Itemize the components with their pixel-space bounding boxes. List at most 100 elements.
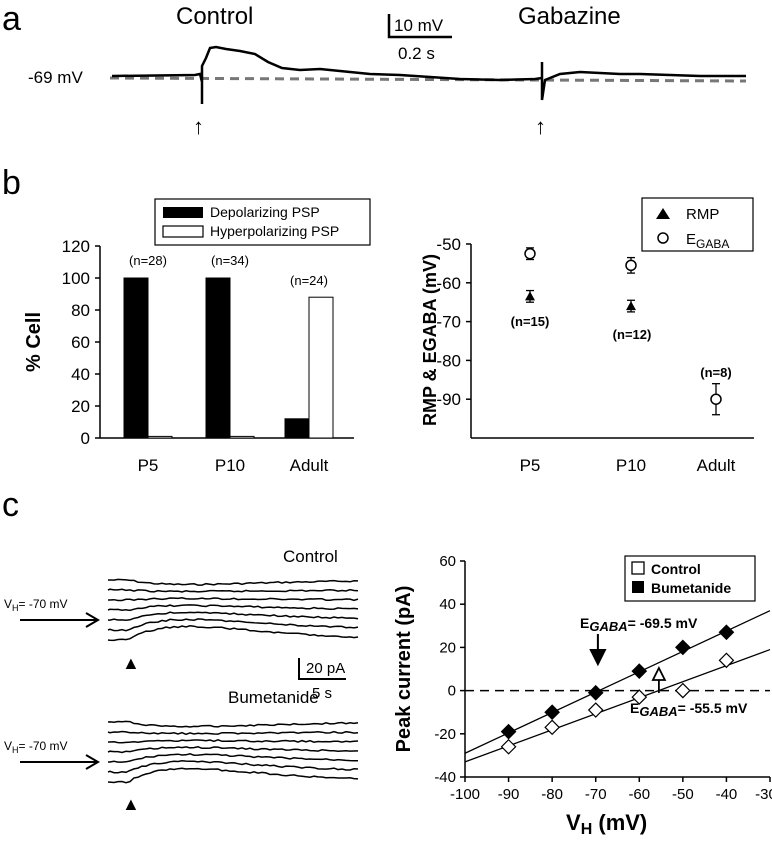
bar-hyperpolarizing xyxy=(229,435,255,439)
bar-y-tick-label: 0 xyxy=(81,429,90,448)
iv-x-tick-label: -50 xyxy=(672,786,694,803)
scalebar-c: 20 pA 5 s xyxy=(298,658,346,702)
bar-y-tick-label: 40 xyxy=(71,365,90,384)
legend-depolarizing-label: Depolarizing PSP xyxy=(210,204,320,220)
bar-hyperpolarizing xyxy=(147,435,173,439)
resting-potential-label: -69 mV xyxy=(28,68,83,87)
xlabel-main: V xyxy=(566,810,581,835)
bar-y-tick-label: 20 xyxy=(71,397,90,416)
bar-n-label: (n=34) xyxy=(211,253,249,268)
bar-depolarizing xyxy=(205,277,231,439)
egaba-control-annotation: EGABA= -55.5 mV xyxy=(630,700,748,719)
legend-frame xyxy=(154,198,371,246)
bar-y-axis-title: % Cell xyxy=(23,312,45,372)
egaba-value: = -69.5 mV xyxy=(628,615,698,631)
bar-hyperpolarizing xyxy=(308,296,334,439)
scalebar-a: 10 mV 0.2 s xyxy=(387,14,452,63)
bar-y-ticks: 0 20 40 60 80 100 120 xyxy=(62,237,100,448)
holding-value: = -70 mV xyxy=(19,597,68,611)
iv-y-tick-label: -20 xyxy=(434,726,456,743)
bumetanide-point xyxy=(718,624,735,641)
legend-control-label: Control xyxy=(651,561,701,577)
control-psp-trace xyxy=(111,45,543,104)
iv-fit-lines xyxy=(464,610,771,763)
bumetanide-point xyxy=(500,723,517,740)
rmp-egaba-chart: RMP EGABA -50 -60 -70 -80 -90 P5 P10 Adult (n=… xyxy=(420,197,754,475)
fit-line-bumetanide xyxy=(464,610,771,754)
bar-depolarizing xyxy=(284,418,310,439)
rmp-y-tick-label: -70 xyxy=(436,313,461,332)
bar-n-label: (n=28) xyxy=(129,253,167,268)
bar-y-tick-label: 120 xyxy=(62,237,90,256)
legend-bumetanide-label: Bumetanide xyxy=(651,580,731,596)
fit-line-control xyxy=(464,648,771,763)
egaba-main: E xyxy=(630,700,639,716)
scalebar-current-label: 20 pA xyxy=(306,660,345,677)
rmp-point xyxy=(525,291,535,301)
bar-x-label: P10 xyxy=(215,456,245,475)
egaba-sub: GABA xyxy=(589,619,627,634)
iv-x-axis-title: VH (mV) xyxy=(566,810,647,838)
holding-arrow-bumetanide xyxy=(20,754,100,770)
bar-x-labels: P5 P10 Adult xyxy=(138,456,329,475)
rmp-n-label: (n=8) xyxy=(700,365,731,380)
bumetanide-point xyxy=(587,684,604,701)
legend-egaba-label: EGABA xyxy=(686,231,729,251)
egaba-point xyxy=(625,259,637,272)
current-trace xyxy=(107,720,359,728)
egaba-control-arrow xyxy=(651,665,667,693)
rmp-y-tick-label: -50 xyxy=(436,235,461,254)
scalebar-c-lines xyxy=(298,658,346,680)
rmp-x-label: P10 xyxy=(616,456,646,475)
bar-n-label: (n=24) xyxy=(290,273,328,288)
stimulus-arrow-control: ↑ xyxy=(193,114,204,139)
legend-egaba-main: E xyxy=(686,231,696,248)
iv-y-tick-label: -40 xyxy=(434,769,456,786)
rmp-egaba-legend: RMP EGABA xyxy=(641,197,754,252)
rmp-y-tick-label: -80 xyxy=(436,351,461,370)
panel-label-c: c xyxy=(2,486,19,524)
current-trace xyxy=(108,597,359,602)
stim-marker-control: ▲ xyxy=(122,653,140,673)
egaba-sub: GABA xyxy=(639,704,677,719)
bar-chart-cell-percentage: Depolarizing PSP Hyperpolarizing PSP 0 20… xyxy=(23,198,371,475)
holding-main: V xyxy=(4,597,12,611)
bar-y-tick-label: 60 xyxy=(71,333,90,352)
rmp-egaba-points xyxy=(524,247,722,416)
legend-swatch-depolarizing xyxy=(163,207,203,218)
control-point xyxy=(500,738,517,755)
iv-y-axis-title: Peak current (pA) xyxy=(393,586,415,753)
gabazine-psp-trace xyxy=(540,62,746,101)
rmp-n-label: (n=15) xyxy=(511,314,550,329)
legend-triangle-marker xyxy=(656,208,670,219)
trace-control-label: Control xyxy=(283,547,338,566)
bar-depolarizing xyxy=(123,277,149,439)
current-trace xyxy=(107,604,359,612)
iv-x-tick-label: -80 xyxy=(541,786,563,803)
current-trace xyxy=(107,767,359,784)
bar-x-label: P5 xyxy=(138,456,159,475)
current-trace xyxy=(107,588,359,593)
rmp-y-tick-label: -60 xyxy=(436,274,461,293)
iv-x-tick-label: -40 xyxy=(716,786,738,803)
trace-bumetanide-label: Bumetanide xyxy=(228,688,319,707)
bar-y-tick-label: 100 xyxy=(62,269,90,288)
iv-points xyxy=(500,624,735,755)
holding-potential-label-bumetanide: VH= -70 mV xyxy=(4,739,68,755)
legend-swatch-hyperpolarizing xyxy=(162,225,204,238)
iv-y-tick-label: 20 xyxy=(439,639,456,656)
rmp-x-label: P5 xyxy=(520,456,541,475)
legend-egaba-sub: GABA xyxy=(696,237,729,251)
iv-x-ticks: -100 -90 -80 -70 -60 -50 -40 -30 xyxy=(450,777,772,803)
condition-control-label: Control xyxy=(176,3,253,30)
rmp-y-ticks: -50 -60 -70 -80 -90 xyxy=(436,235,471,409)
egaba-bumetanide-annotation: EGABA= -69.5 mV xyxy=(580,615,698,634)
holding-value: = -70 mV xyxy=(19,739,68,753)
bar-x-label: Adult xyxy=(290,456,329,475)
bumetanide-point xyxy=(631,663,648,680)
iv-y-tick-label: 60 xyxy=(439,553,456,570)
rmp-y-axis-title: RMP & EGABA (mV) xyxy=(420,254,440,426)
egaba-value: = -55.5 mV xyxy=(678,700,748,716)
